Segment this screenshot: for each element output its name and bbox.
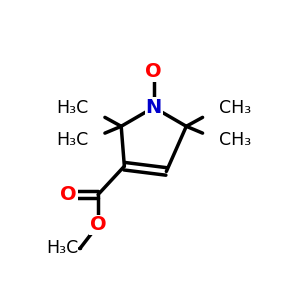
Text: O: O bbox=[146, 62, 162, 81]
Text: H₃C: H₃C bbox=[56, 99, 89, 117]
Text: H₃C: H₃C bbox=[56, 131, 89, 149]
Text: O: O bbox=[90, 215, 106, 235]
Text: O: O bbox=[60, 185, 77, 204]
Text: CH₃: CH₃ bbox=[219, 99, 251, 117]
Text: N: N bbox=[146, 98, 162, 117]
Text: CH₃: CH₃ bbox=[219, 131, 251, 149]
Text: H₃C: H₃C bbox=[46, 239, 78, 257]
